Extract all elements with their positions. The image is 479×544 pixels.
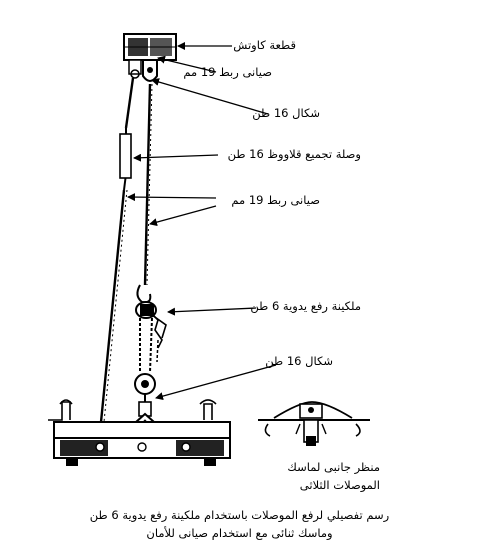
- arrow-tie-clamp-top: [157, 55, 217, 73]
- right-rope: [143, 83, 153, 286]
- turnbuckle: [119, 133, 132, 179]
- bottom-shackle: [134, 373, 156, 404]
- label-tie-clamp-top: صيانى ربط 19 مم: [183, 65, 272, 79]
- side-view-triple-clamp: [258, 401, 370, 446]
- label-shackle-bottom: شكال 16 طن: [265, 354, 333, 368]
- label-rubber-block: قطعة كاوتش: [233, 38, 296, 52]
- arrow-shackle-bottom: [155, 364, 277, 401]
- caption-line1: رسم تفصيلي لرفع الموصلات باستخدام ملكينة…: [89, 508, 390, 522]
- twin-clamp-yoke: [48, 399, 231, 466]
- chain-hoist: [135, 284, 167, 373]
- left-rope: [99, 77, 135, 423]
- arrow-shackle-top: [151, 78, 269, 115]
- label-shackle-top: شكال 16 طن: [252, 106, 320, 120]
- label-turnbuckle: وصلة تجميع قلاووظ 16 طن: [227, 147, 361, 161]
- rubber-block: [123, 33, 177, 61]
- label-side-view-line2: الموصلات الثلاثى: [299, 478, 380, 492]
- arrow-tie-clamp-left: [127, 193, 217, 202]
- label-side-view-line1: منظر جانبى لماسك: [287, 460, 380, 474]
- arrow-chain-hoist: [167, 307, 257, 316]
- top-clamp: [128, 59, 142, 79]
- caption-line2: وماسك ثنائى مع استخدام صيانى للأمان: [146, 526, 333, 540]
- arrow-turnbuckle: [133, 153, 219, 162]
- label-tie-clamp-mid: صيانى ربط 19 مم: [231, 193, 320, 207]
- label-chain-hoist: ملكينة رفع يدوية 6 طن: [250, 299, 361, 313]
- leader-arrows: [127, 42, 277, 401]
- arrow-tie-clamp-right: [149, 205, 217, 227]
- top-shackle: [141, 59, 159, 82]
